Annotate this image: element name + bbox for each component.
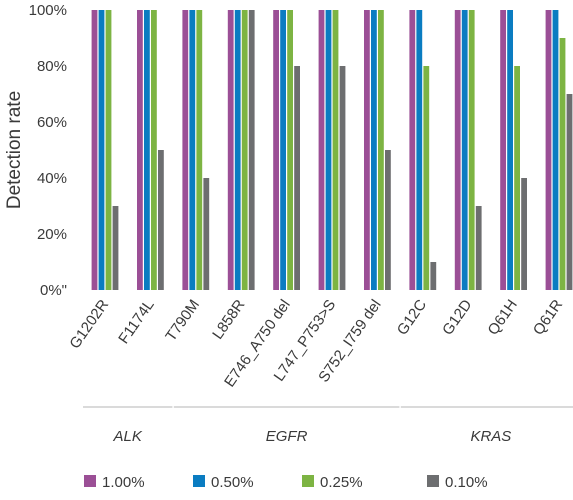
bar [189, 10, 195, 290]
x-tick-label: T790M [162, 297, 203, 345]
bar [514, 66, 520, 290]
y-tick-label: 80% [37, 58, 67, 75]
bar [182, 10, 188, 290]
legend-label: 0.25% [320, 474, 363, 491]
y-tick-label: 20% [37, 226, 67, 243]
legend: 1.00% 0.50% 0.25% 0.10% [84, 474, 488, 491]
group-label: ALK [113, 428, 143, 445]
legend-swatch [302, 475, 314, 487]
y-tick-label: 0%" [40, 282, 67, 299]
bar [409, 10, 415, 290]
bar [455, 10, 461, 290]
x-tick-label: Q61R [530, 296, 566, 338]
legend-swatch [193, 475, 205, 487]
bar [235, 10, 241, 290]
bar [280, 10, 286, 290]
bar [273, 10, 279, 290]
y-axis-label: Detection rate [4, 91, 25, 209]
bar [567, 94, 573, 290]
bar [294, 66, 300, 290]
legend-swatch [427, 475, 439, 487]
bar [364, 10, 370, 290]
bar [423, 66, 429, 290]
bar [469, 10, 475, 290]
y-tick-label: 40% [37, 170, 67, 187]
bar [249, 10, 255, 290]
x-tick-label: L858R [209, 296, 248, 342]
bar [203, 178, 209, 290]
x-tick-label: Q61H [484, 297, 520, 339]
bar [228, 10, 234, 290]
bar [507, 10, 513, 290]
bar [144, 10, 150, 290]
bar [151, 10, 157, 290]
bar [476, 206, 482, 290]
bar [430, 262, 436, 290]
x-tick-label: F1174L [115, 297, 157, 348]
legend-label: 1.00% [102, 474, 145, 491]
bar [500, 10, 506, 290]
bar [340, 66, 346, 290]
bar [137, 10, 143, 290]
bar [333, 10, 339, 290]
bar [113, 206, 119, 290]
bar [106, 10, 112, 290]
bar [385, 150, 391, 290]
legend-label: 0.50% [211, 474, 254, 491]
group-label: EGFR [266, 428, 308, 445]
bar [462, 10, 468, 290]
bar [371, 10, 377, 290]
bar [196, 10, 202, 290]
y-axis: 0%" 20% 40% 60% 80% 100% [29, 2, 67, 299]
bars [92, 10, 573, 290]
legend-swatch [84, 475, 96, 487]
bar [287, 10, 293, 290]
legend-label: 0.10% [445, 474, 488, 491]
y-tick-label: 100% [29, 2, 67, 19]
bar [242, 10, 248, 290]
bar [378, 10, 384, 290]
bar [416, 10, 422, 290]
bar [521, 178, 527, 290]
x-tick-label: G12C [394, 296, 430, 338]
y-tick-label: 60% [37, 114, 67, 131]
bar [319, 10, 325, 290]
bar [553, 10, 559, 290]
category-groups: ALK EGFR KRAS [83, 407, 573, 445]
bar [158, 150, 164, 290]
bar [92, 10, 98, 290]
x-tick-label: G12D [439, 296, 475, 338]
bar [560, 38, 566, 290]
group-label: KRAS [470, 428, 511, 445]
bar [326, 10, 332, 290]
x-tick-label: G1202R [66, 296, 112, 352]
bar [546, 10, 552, 290]
bar [99, 10, 105, 290]
